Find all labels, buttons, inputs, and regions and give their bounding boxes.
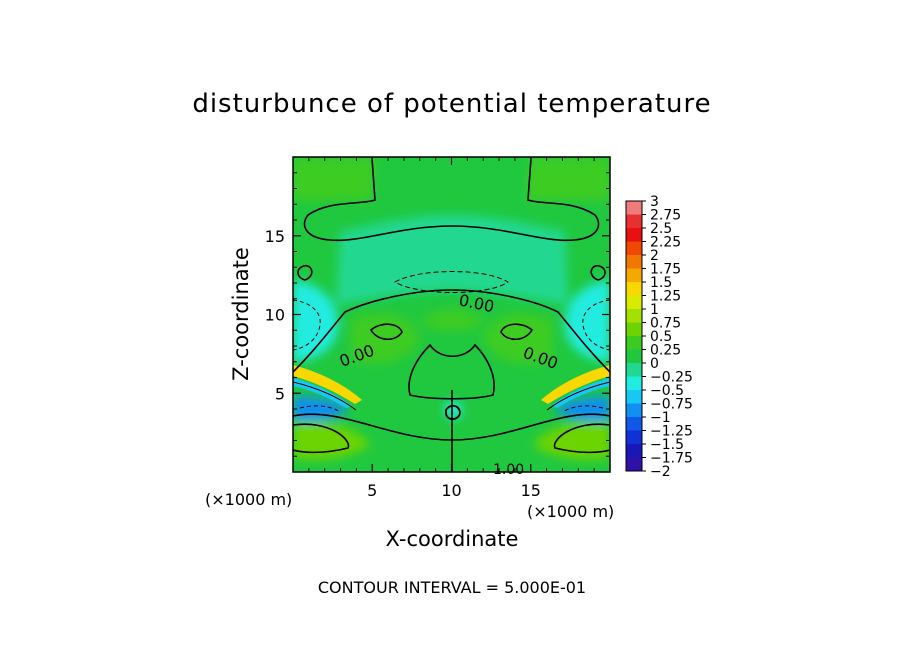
colorbar-swatch <box>626 295 642 310</box>
colorbar-tick-label: 2.75 <box>650 208 681 224</box>
chart-title: disturbunce of potential temperature <box>192 89 711 119</box>
colorbar-swatch <box>626 282 642 296</box>
colorbar-swatch <box>626 363 642 377</box>
contour-line <box>500 323 534 341</box>
contour-line <box>394 271 509 293</box>
field-low-warm-right <box>533 421 610 460</box>
field-sloping-warm-left <box>293 365 362 404</box>
contour-line <box>297 264 313 281</box>
field-cold-pocket-right <box>564 280 610 362</box>
colorbar-swatch <box>626 241 642 256</box>
colorbar-tick-label: 1.75 <box>650 262 681 278</box>
field-upper-lobe-right <box>527 158 610 200</box>
colorbar-tick-label: 1.25 <box>650 289 681 305</box>
x-tick-label: 10 <box>441 481 461 500</box>
y-tick-label: 15 <box>265 227 285 246</box>
y-axis-label: Z-coordinate <box>229 247 253 381</box>
colorbar-tick-label: 1.5 <box>650 275 672 291</box>
x-tick-label: 5 <box>367 481 377 500</box>
x-axis-ticks: 5 10 15 <box>308 157 595 500</box>
colorbar-tick-label: 3 <box>650 194 659 210</box>
colorbar-swatch <box>626 430 642 445</box>
colorbar-tick-label: 0.25 <box>650 343 681 359</box>
colorbar-swatch <box>626 390 642 404</box>
colorbar-tick-label: −0.25 <box>650 370 693 386</box>
field-low-warm-left <box>293 421 370 460</box>
field-cold-pocket-left <box>293 280 339 362</box>
contour-line <box>408 343 495 400</box>
colorbar: 32.752.52.2521.751.51.2510.750.50.250−0.… <box>625 194 693 480</box>
contour-line <box>445 404 461 420</box>
colorbar-swatch <box>626 336 642 350</box>
x-unit-left: (×1000 m) <box>205 490 292 509</box>
colorbar-swatch <box>626 403 642 418</box>
colorbar-swatch <box>626 228 642 242</box>
contour-line <box>562 405 604 413</box>
colorbar-tick-label: 2.5 <box>650 221 672 237</box>
field-sliver-cold-left <box>293 378 352 408</box>
colorbar-tick-label: 1 <box>650 302 659 318</box>
colorbar-swatch <box>626 349 642 364</box>
colorbar-swatch <box>626 376 642 391</box>
contour-line <box>553 423 610 454</box>
contour-interval-note: CONTOUR INTERVAL = 5.000E-01 <box>318 578 586 597</box>
colorbar-tick-label: 2 <box>650 248 659 264</box>
colorbar-swatch <box>626 457 642 472</box>
colorbar-tick-label: −1.5 <box>650 437 684 453</box>
field-upper-lobe-left <box>293 158 375 200</box>
colorbar-swatch <box>626 214 642 229</box>
colorbar-tick-label: −0.75 <box>650 397 693 413</box>
field-sliver-cold-right <box>551 378 610 408</box>
contour-line <box>590 264 606 281</box>
contour-line <box>293 289 610 373</box>
x-axis-label: X-coordinate <box>386 527 519 551</box>
x-unit-right: (×1000 m) <box>527 502 614 521</box>
y-axis-ticks: 5 10 15 <box>265 172 610 457</box>
contour-line <box>293 423 350 454</box>
colorbar-swatch <box>626 322 642 337</box>
field-center-cold-bubble <box>445 400 462 419</box>
colorbar-swatch <box>626 444 642 458</box>
colorbar-swatch <box>626 201 642 215</box>
field-central-cold-band <box>336 215 568 305</box>
y-tick-label: 10 <box>265 306 285 325</box>
field-sloping-warm-right <box>541 365 610 404</box>
colorbar-tick-label: −0.5 <box>650 383 684 399</box>
colorbar-tick-label: 2.25 <box>650 235 681 251</box>
colorbar-tick-label: −1 <box>650 410 671 426</box>
contour-line <box>293 381 357 411</box>
colorbar-tick-label: 0.75 <box>650 316 681 332</box>
plot-area <box>293 157 610 472</box>
contour-line <box>546 381 610 411</box>
y-tick-label: 5 <box>275 384 285 403</box>
x-tick-label: 15 <box>521 481 541 500</box>
contour-line <box>299 405 341 413</box>
contour-line <box>303 157 600 242</box>
colorbar-tick-label: −1.75 <box>650 451 693 467</box>
contour-label: 1.00 <box>493 462 524 478</box>
colorbar-tick-label: −2 <box>650 464 671 480</box>
field-mid-warm-center <box>420 309 485 331</box>
colorbar-swatch <box>626 268 642 283</box>
colorbar-tick-label: 0 <box>650 356 659 372</box>
contour-line <box>369 323 403 341</box>
colorbar-swatch <box>626 309 642 323</box>
colorbar-swatch <box>626 255 642 269</box>
colorbar-swatch <box>626 417 642 431</box>
colorbar-tick-label: −1.25 <box>650 424 693 440</box>
colorbar-tick-label: 0.5 <box>650 329 672 345</box>
